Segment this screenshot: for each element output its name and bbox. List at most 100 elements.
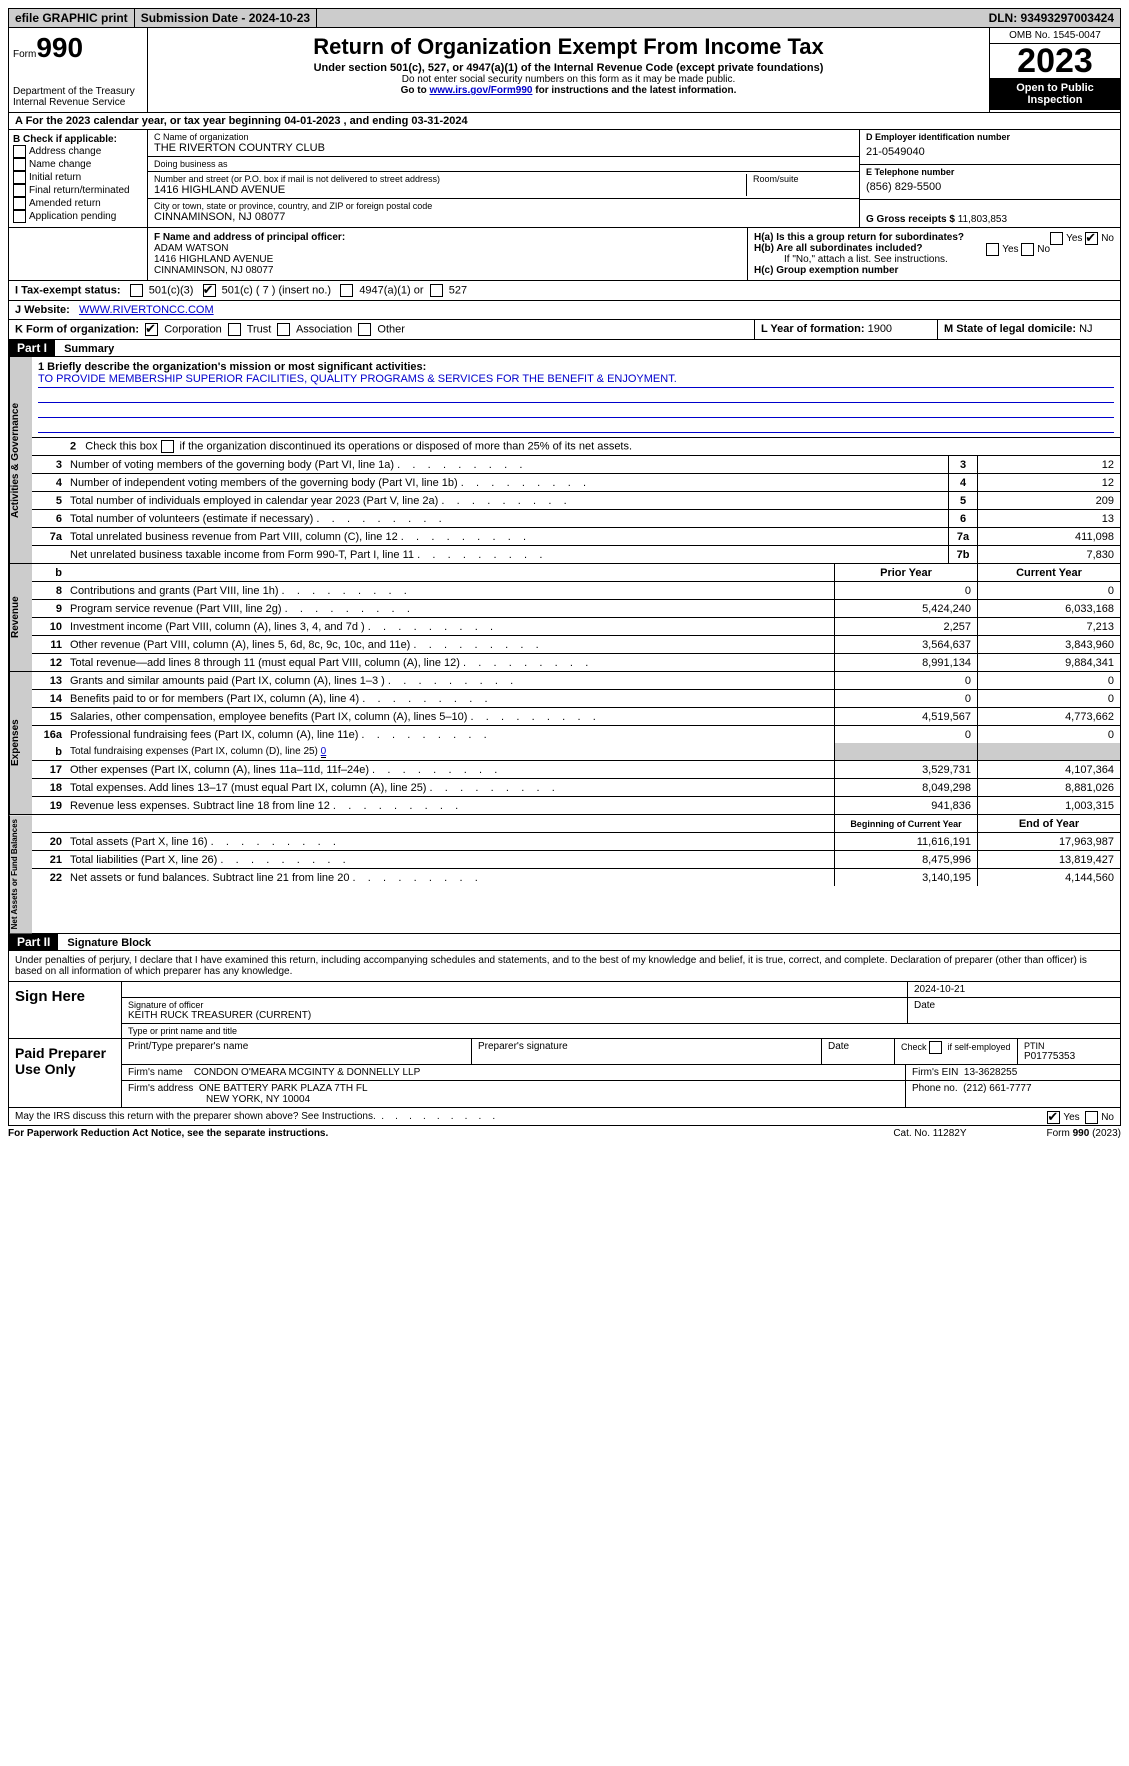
org-name: THE RIVERTON COUNTRY CLUB [154,142,853,154]
checkbox-ha-no[interactable] [1085,232,1098,245]
checkbox-final-return[interactable] [13,184,26,197]
begin-year-hdr: Beginning of Current Year [834,815,977,832]
mission-box: 1 Briefly describe the organization's mi… [32,357,1120,438]
checkbox-pending[interactable] [13,210,26,223]
part2-tag: Part II [9,934,58,950]
row-j: J Website: WWW.RIVERTONCC.COM [9,301,1120,320]
header-right: OMB No. 1545-0047 2023 Open to Public In… [989,28,1120,112]
cat-no: Cat. No. 11282Y [893,1128,966,1139]
prep-sig-label: Preparer's signature [472,1039,822,1064]
summary-row: 4 Number of independent voting members o… [32,474,1120,492]
checkbox-4947[interactable] [340,284,353,297]
line-16b: b Total fundraising expenses (Part IX, c… [32,743,1120,761]
ssn-note: Do not enter social security numbers on … [152,74,985,85]
row-k: K Form of organization: Corporation Trus… [9,320,1120,339]
paid-preparer-label: Paid Preparer Use Only [9,1039,122,1107]
ptin-label: PTIN [1024,1041,1114,1051]
box-c: C Name of organization THE RIVERTON COUN… [148,130,859,227]
identity-block: B Check if applicable: Address change Na… [8,130,1121,228]
part1-tag: Part I [9,340,55,356]
top-bar: efile GRAPHIC print Submission Date - 20… [8,8,1121,28]
city-label: City or town, state or province, country… [154,201,853,211]
summary-row: 16a Professional fundraising fees (Part … [32,726,1120,743]
firm-addr1: ONE BATTERY PARK PLAZA 7TH FL [199,1083,368,1094]
checkbox-line2[interactable] [161,440,174,453]
firm-phone-label: Phone no. [912,1083,958,1094]
checkbox-other[interactable] [358,323,371,336]
gross-label: G Gross receipts $ [866,214,955,225]
ein-label: D Employer identification number [866,132,1010,142]
goto-note: Go to www.irs.gov/Form990 for instructio… [152,85,985,96]
summary-row: 6 Total number of volunteers (estimate i… [32,510,1120,528]
prior-year-hdr: Prior Year [834,564,977,581]
form-subtitle: Under section 501(c), 527, or 4947(a)(1)… [152,62,985,74]
street-value: 1416 HIGHLAND AVENUE [154,184,746,196]
gross-value: 11,803,853 [958,214,1007,225]
firm-name: CONDON O'MEARA MCGINTY & DONNELLY LLP [194,1067,420,1078]
sign-here-table: Sign Here 2024-10-21 Signature of office… [9,981,1120,1038]
summary-row: 14 Benefits paid to or for members (Part… [32,690,1120,708]
firm-addr-label: Firm's address [128,1083,193,1094]
line-2: 2 Check this box if the organization dis… [32,438,1120,456]
firm-ein: 13-3628255 [964,1067,1017,1078]
summary-row: Net unrelated business taxable income fr… [32,546,1120,563]
open-public-badge: Open to Public Inspection [990,78,1120,110]
checkbox-527[interactable] [430,284,443,297]
checkbox-self-employed[interactable] [929,1041,942,1054]
form-number: Form990 [13,32,143,64]
checkbox-501c3[interactable] [130,284,143,297]
form990-link[interactable]: www.irs.gov/Form990 [429,85,532,96]
ptin-value: P01775353 [1024,1051,1114,1062]
summary-row: 3 Number of voting members of the govern… [32,456,1120,474]
header-center: Return of Organization Exempt From Incom… [148,28,989,112]
paperwork-notice: For Paperwork Reduction Act Notice, see … [8,1128,328,1139]
firm-ein-label: Firm's EIN [912,1067,958,1078]
sign-here-label: Sign Here [9,982,122,1038]
checkbox-assoc[interactable] [277,323,290,336]
checkbox-discuss-yes[interactable] [1047,1111,1060,1124]
sig-officer-label: Signature of officer [128,1000,901,1010]
firm-addr2: NEW YORK, NY 10004 [128,1094,310,1105]
checkbox-trust[interactable] [228,323,241,336]
checkbox-name-change[interactable] [13,158,26,171]
row-i: I Tax-exempt status: 501(c)(3) 501(c) ( … [9,281,1120,301]
summary-row: 21 Total liabilities (Part X, line 26) 8… [32,851,1120,869]
website-link[interactable]: WWW.RIVERTONCC.COM [79,304,214,316]
summary-row: 8 Contributions and grants (Part VIII, l… [32,582,1120,600]
officer-city: CINNAMINSON, NJ 08077 [154,265,273,276]
vtab-netassets: Net Assets or Fund Balances [9,815,32,933]
checkbox-amended[interactable] [13,197,26,210]
end-year-hdr: End of Year [977,815,1120,832]
mission-label: 1 Briefly describe the organization's mi… [38,361,426,373]
header-left: Form990 Department of the Treasury Inter… [9,28,148,112]
room-label: Room/suite [753,174,853,184]
signature-block: Under penalties of perjury, I declare th… [8,951,1121,1126]
checkbox-hb-yes[interactable] [986,243,999,256]
hb-note: If "No," attach a list. See instructions… [754,254,1114,265]
shaded-cell-2 [977,743,1120,760]
checkbox-ha-yes[interactable] [1050,232,1063,245]
vtab-governance: Activities & Governance [9,357,32,563]
part1-header: Part I Summary [8,340,1121,357]
phone-label: E Telephone number [866,167,954,177]
checkbox-hb-no[interactable] [1021,243,1034,256]
box-h: H(a) Is this a group return for subordin… [747,228,1120,280]
checkbox-501c[interactable] [203,284,216,297]
box-b-title: B Check if applicable: [13,134,117,145]
discuss-row: May the IRS discuss this return with the… [9,1107,1120,1125]
summary-row: 7a Total unrelated business revenue from… [32,528,1120,546]
officer-street: 1416 HIGHLAND AVENUE [154,254,273,265]
fh-block: F Name and address of principal officer:… [8,228,1121,281]
type-name-label: Type or print name and title [122,1024,1120,1038]
b-header-row: b Prior Year Current Year [32,564,1120,582]
checkbox-discuss-no[interactable] [1085,1111,1098,1124]
checkbox-address-change[interactable] [13,145,26,158]
checkbox-corp[interactable] [145,323,158,336]
irs-label: Internal Revenue Service [13,97,143,108]
vtab-revenue: Revenue [9,564,32,671]
ha-row: H(a) Is this a group return for subordin… [754,232,1114,243]
firm-phone: (212) 661-7777 [963,1083,1031,1094]
checkbox-initial-return[interactable] [13,171,26,184]
current-year-hdr: Current Year [977,564,1120,581]
mission-blank-2 [38,403,1114,418]
